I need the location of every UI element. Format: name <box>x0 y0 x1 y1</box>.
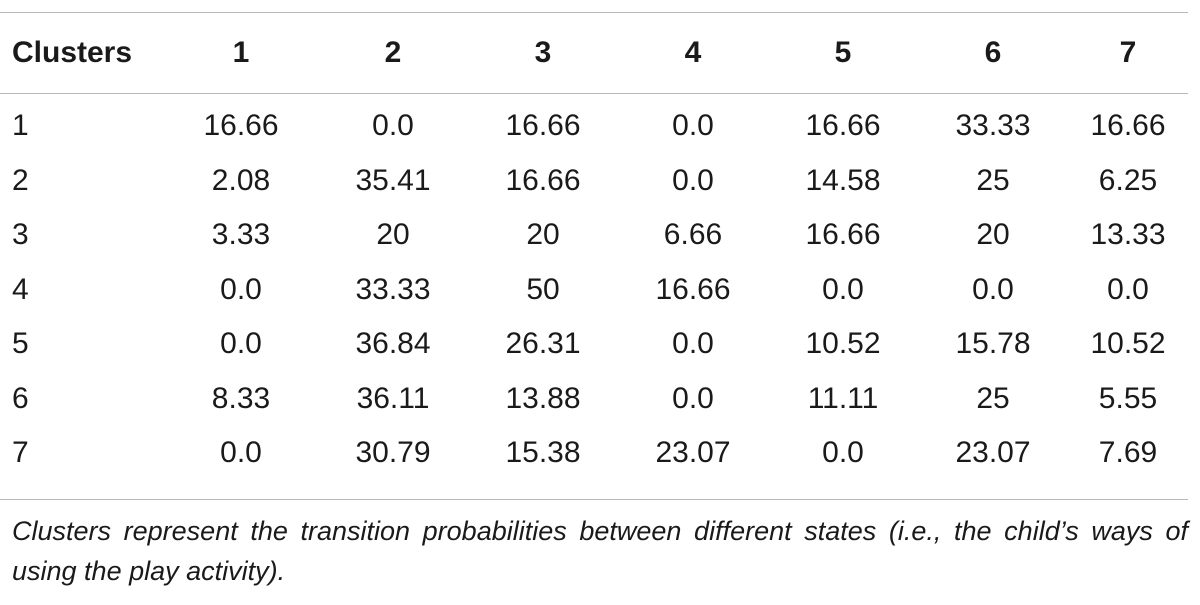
table-bottom-rule <box>0 499 1188 500</box>
table-cell: 35.41 <box>355 163 431 197</box>
table-cell: 0.0 <box>672 163 714 197</box>
table-row: 1 16.66 0.0 16.66 0.0 16.66 33.33 16.66 <box>0 93 1188 154</box>
table-cell: 14.58 <box>805 163 881 197</box>
row-label-cell: 3 <box>12 218 29 252</box>
table-cell: 16.66 <box>1090 109 1166 143</box>
table-cell: 30.79 <box>355 436 431 470</box>
header-cell-4: 4 <box>684 35 702 69</box>
table-cell: 0.0 <box>672 109 714 143</box>
table-cell: 0.0 <box>972 272 1014 306</box>
table-cell: 36.11 <box>356 381 430 415</box>
table-cell: 16.66 <box>505 109 581 143</box>
table-cell: 10.52 <box>1090 327 1166 361</box>
table-cell: 0.0 <box>220 272 262 306</box>
table-cell: 6.66 <box>663 218 723 252</box>
row-label-cell: 2 <box>12 163 29 197</box>
table-cell: 33.33 <box>955 109 1031 143</box>
table-cell: 16.66 <box>805 218 881 252</box>
table-top-rule <box>0 12 1188 13</box>
table-cell: 0.0 <box>220 436 262 470</box>
table-cell: 20 <box>976 218 1010 252</box>
table-cell: 8.33 <box>211 381 271 415</box>
table-cell: 15.78 <box>955 327 1031 361</box>
table-header-row: Clusters 1 2 3 4 5 6 7 <box>0 12 1188 93</box>
table-cell: 0.0 <box>822 272 864 306</box>
table-cell: 7.69 <box>1098 436 1158 470</box>
table-cell: 2.08 <box>211 163 271 197</box>
table-cell: 26.31 <box>505 327 581 361</box>
table-cell: 20 <box>526 218 560 252</box>
table-header-rule <box>0 93 1188 94</box>
table-cell: 6.25 <box>1098 163 1158 197</box>
table-cell: 13.88 <box>505 381 581 415</box>
header-cell-1: 1 <box>232 35 250 69</box>
table-cell: 11.11 <box>807 381 879 415</box>
table-cell: 25 <box>976 163 1010 197</box>
table-cell: 33.33 <box>355 272 431 306</box>
table-cell: 0.0 <box>220 327 262 361</box>
table-cell: 16.66 <box>805 109 881 143</box>
table-cell: 0.0 <box>672 381 714 415</box>
header-cell-7: 7 <box>1119 35 1137 69</box>
table-cell: 3.33 <box>211 218 271 252</box>
table-cell: 25 <box>976 381 1010 415</box>
table-row: 2 2.08 35.41 16.66 0.0 14.58 25 6.25 <box>0 154 1188 209</box>
table-row: 7 0.0 30.79 15.38 23.07 0.0 23.07 7.69 <box>0 426 1188 481</box>
table-cell: 23.07 <box>955 436 1031 470</box>
table-cell: 23.07 <box>655 436 731 470</box>
table-cell: 16.66 <box>505 163 581 197</box>
table-cell: 36.84 <box>355 327 431 361</box>
row-label-cell: 5 <box>12 327 29 361</box>
transition-probability-table: Clusters 1 2 3 4 5 6 7 1 16.66 0.0 16.66… <box>0 12 1188 481</box>
table-row: 6 8.33 36.11 13.88 0.0 11.11 25 5.55 <box>0 372 1188 427</box>
table-cell: 0.0 <box>372 109 414 143</box>
table-row: 3 3.33 20 20 6.66 16.66 20 13.33 <box>0 208 1188 263</box>
table-cell: 50 <box>526 272 560 306</box>
table-cell: 10.52 <box>805 327 881 361</box>
row-label-cell: 6 <box>12 381 29 415</box>
row-label-cell: 4 <box>12 272 29 306</box>
row-label-cell: 1 <box>12 109 29 143</box>
table-cell: 0.0 <box>822 436 864 470</box>
table-cell: 0.0 <box>1107 272 1149 306</box>
header-cell-3: 3 <box>534 35 552 69</box>
header-cell-clusters: Clusters <box>12 35 133 69</box>
header-cell-6: 6 <box>984 35 1002 69</box>
table-cell: 16.66 <box>655 272 731 306</box>
table-cell: 5.55 <box>1098 381 1158 415</box>
table-footnote: Clusters represent the transition probab… <box>12 516 1188 586</box>
table-cell: 15.38 <box>505 436 581 470</box>
table-row: 5 0.0 36.84 26.31 0.0 10.52 15.78 10.52 <box>0 317 1188 372</box>
table-cell: 0.0 <box>672 327 714 361</box>
table-row: 4 0.0 33.33 50 16.66 0.0 0.0 0.0 <box>0 263 1188 318</box>
table-cell: 20 <box>376 218 410 252</box>
header-cell-5: 5 <box>834 35 852 69</box>
table-cell: 13.33 <box>1090 218 1166 252</box>
row-label-cell: 7 <box>12 436 29 470</box>
header-cell-2: 2 <box>384 35 402 69</box>
table-cell: 16.66 <box>203 109 279 143</box>
